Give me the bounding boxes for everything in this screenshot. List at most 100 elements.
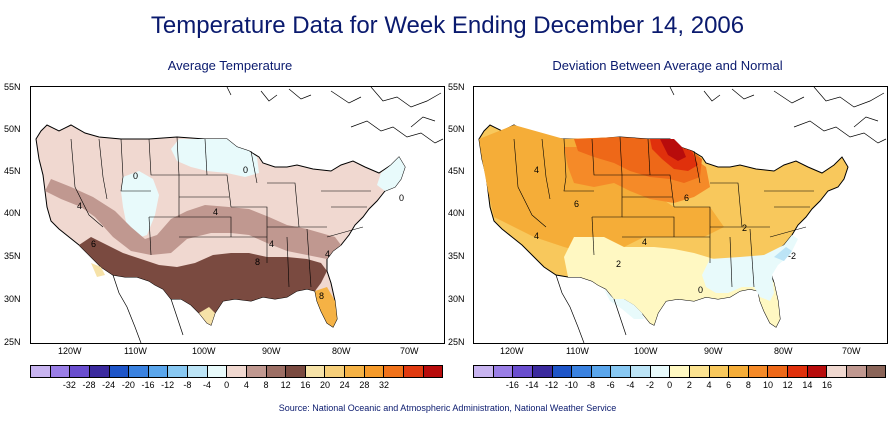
legend-label: -32 — [62, 380, 76, 390]
contour-label: 2 — [616, 259, 621, 269]
legend-label: 16 — [821, 380, 833, 390]
right-map-subtitle: Deviation Between Average and Normal — [552, 58, 783, 73]
contour-labels: 0 0 0 4 4 4 6 8 8 4 — [77, 165, 404, 301]
lat-label: 45N — [4, 166, 21, 176]
legend-swatch — [709, 366, 730, 377]
legend-swatch — [403, 366, 424, 377]
legend-label: 0 — [224, 380, 230, 390]
legend-label: 10 — [762, 380, 774, 390]
legend-label: 2 — [686, 380, 692, 390]
coastlines — [112, 87, 444, 343]
legend-swatch — [807, 366, 828, 377]
warm-band-south — [79, 237, 327, 325]
legend-label: 8 — [745, 380, 751, 390]
left-legend-colorbar — [30, 365, 443, 378]
contour-label: 4 — [325, 249, 330, 259]
contour-label: 0 — [133, 171, 138, 181]
lat-label: 45N — [448, 166, 465, 176]
legend-swatch — [748, 366, 769, 377]
legend-swatch — [129, 366, 149, 377]
anomaly-2-4-region — [479, 125, 724, 255]
legend-label: -4 — [626, 380, 635, 390]
contour-label: 0 — [698, 285, 703, 295]
lat-label: 40N — [4, 208, 21, 218]
right-legend-labels: -16 -14 -12 -10 -8 -6 -4 -2 0 2 4 6 8 10 12 14 16 — [473, 378, 886, 390]
legend-swatch — [474, 366, 494, 377]
anomaly-below-zero-southwest — [604, 289, 644, 319]
legend-label: -14 — [525, 380, 539, 390]
legend-label: 14 — [802, 380, 813, 390]
coastlines — [555, 87, 887, 343]
left-map: 0 0 0 4 4 4 6 8 8 4 — [30, 86, 445, 344]
legend-swatch — [788, 366, 808, 377]
legend-swatch — [866, 366, 886, 377]
right-map: 4 6 6 4 4 2 2 0 -2 — [473, 86, 888, 344]
lat-label: 55N — [4, 82, 21, 92]
anomaly-below-zero-southeast — [702, 235, 798, 301]
anomaly-near-zero-south — [564, 237, 780, 327]
legend-swatch — [227, 366, 247, 377]
state-borders — [70, 136, 371, 288]
legend-swatch — [188, 366, 208, 377]
legend-label: 20 — [319, 380, 331, 390]
legend-swatch — [325, 366, 345, 377]
lat-label: 30N — [4, 294, 21, 304]
legend-label: -2 — [645, 380, 655, 390]
legend-label: -4 — [202, 380, 212, 390]
legend-label: -12 — [545, 380, 559, 390]
contour-label: 4 — [269, 239, 274, 249]
lat-label: 50N — [448, 124, 465, 134]
legend-swatch — [246, 366, 267, 377]
lat-label: 35N — [448, 251, 465, 261]
texas-coast-warm — [199, 307, 215, 325]
legend-swatch — [631, 366, 651, 377]
legend-label: 4 — [243, 380, 249, 390]
legend-swatch — [670, 366, 690, 377]
legend-label: 28 — [359, 380, 370, 390]
legend-label: 24 — [339, 380, 350, 390]
legend-label: -8 — [183, 380, 192, 390]
contour-label: 4 — [77, 201, 82, 211]
legend-swatch — [207, 366, 228, 377]
legend-label: -8 — [586, 380, 596, 390]
lat-label: 50N — [4, 124, 21, 134]
lon-label: 90W — [704, 346, 723, 356]
right-legend-colorbar — [473, 365, 886, 378]
contour-labels: 4 6 6 4 4 2 2 0 -2 — [534, 165, 796, 295]
contour-label: 4 — [534, 165, 539, 175]
legend-swatch — [266, 366, 287, 377]
source-note: Source: National Oceanic and Atmospheric… — [278, 403, 617, 413]
legend-swatch — [846, 366, 867, 377]
contour-label: 6 — [91, 239, 96, 249]
contour-label: 6 — [574, 199, 579, 209]
state-borders — [513, 136, 814, 288]
legend-label: -12 — [161, 380, 175, 390]
legend-label: -16 — [141, 380, 155, 390]
legend-label: 8 — [263, 380, 269, 390]
lon-label: 70W — [400, 346, 419, 356]
legend-swatch — [493, 366, 514, 377]
left-legend-labels: -32 -28 -24 -20 -16 -12 -8 -4 0 4 8 12 16 20 24 28 32 — [30, 378, 443, 390]
legend-swatch — [827, 366, 847, 377]
legend-swatch — [345, 366, 365, 377]
lat-label: 40N — [448, 208, 465, 218]
lon-label: 110W — [566, 346, 589, 356]
right-legend: -16 -14 -12 -10 -8 -6 -4 -2 0 2 4 6 8 10 12 14 16 — [473, 365, 886, 390]
legend-label: 6 — [726, 380, 732, 390]
average-temperature-map: 0 0 0 4 4 4 6 8 8 4 — [35, 87, 444, 343]
lat-label: 25N — [448, 337, 465, 347]
legend-label: -16 — [505, 380, 519, 390]
left-map-subtitle: Average Temperature — [167, 58, 293, 73]
legend-label: -10 — [564, 380, 578, 390]
legend-swatch — [109, 366, 130, 377]
legend-swatch — [572, 366, 592, 377]
legend-label: 4 — [706, 380, 712, 390]
legend-swatch — [768, 366, 788, 377]
legend-swatch — [689, 366, 710, 377]
contour-label: 6 — [684, 193, 689, 203]
legend-swatch — [168, 366, 188, 377]
legend-swatch — [650, 366, 671, 377]
legend-swatch — [286, 366, 306, 377]
southwest-coast-warm — [91, 263, 105, 277]
cold-region-north — [171, 139, 259, 177]
